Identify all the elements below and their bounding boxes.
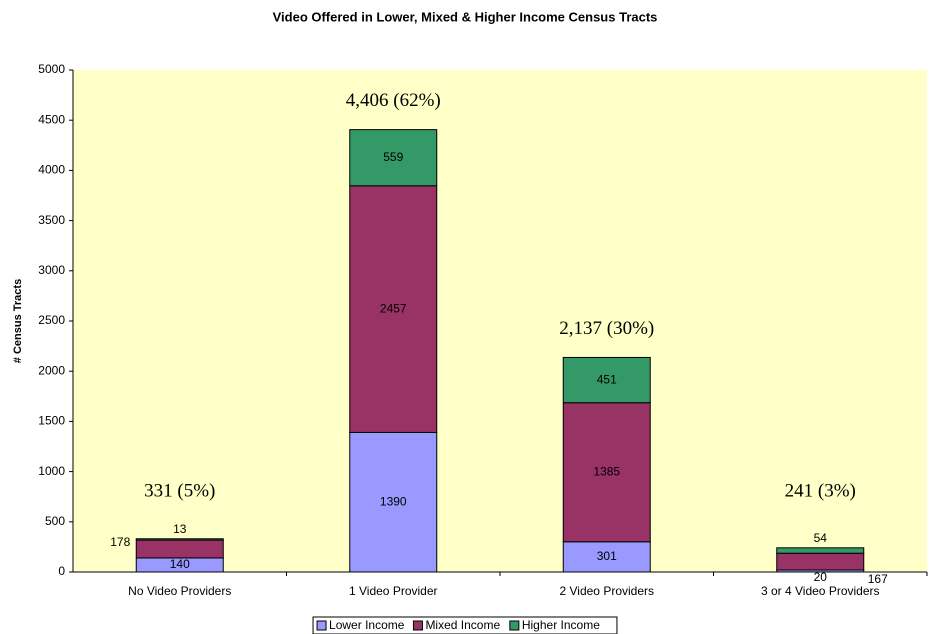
bar-segment (349, 185, 438, 433)
data-label: 140 (170, 557, 190, 571)
x-tick-label: 3 or 4 Video Providers (761, 584, 880, 598)
y-tick-label: 4000 (38, 163, 65, 177)
legend-label: Higher Income (522, 618, 600, 632)
y-tick-label: 1500 (38, 414, 65, 428)
bar-segment (349, 129, 438, 187)
y-tick-label: 2500 (38, 313, 65, 327)
data-label: 451 (597, 372, 617, 386)
data-label: 301 (597, 549, 617, 563)
data-label: 54 (814, 531, 828, 545)
y-tick-label: 2000 (38, 363, 65, 377)
bar-segment (135, 539, 224, 559)
y-tick-label: 5000 (38, 62, 65, 76)
bar-segment (135, 538, 224, 541)
total-label: 4,406 (62%) (346, 90, 441, 111)
chart-title: Video Offered in Lower, Mixed & Higher I… (273, 9, 658, 24)
bar-segment (349, 431, 438, 573)
legend: Lower Income Mixed Income Higher Income (312, 616, 618, 634)
y-tick-label: 500 (45, 514, 65, 528)
data-label: 178 (110, 535, 130, 549)
legend-swatch (509, 620, 520, 631)
bar-segment (562, 402, 651, 543)
y-tick-label: 3500 (38, 213, 65, 227)
x-tick-label: 1 Video Provider (349, 584, 438, 598)
legend-label: Mixed Income (425, 618, 500, 632)
total-label: 331 (5%) (144, 480, 215, 501)
legend-swatch (316, 620, 327, 631)
y-tick-label: 0 (58, 564, 65, 578)
legend-label: Lower Income (329, 618, 405, 632)
x-tick-label: 2 Video Providers (560, 584, 655, 598)
y-tick-label: 3000 (38, 263, 65, 277)
data-label: 20 (814, 570, 828, 584)
plot-area (73, 70, 927, 572)
data-label: 559 (383, 150, 403, 164)
legend-swatch (412, 620, 423, 631)
bar-segment (776, 547, 865, 554)
bar-segment (776, 552, 865, 571)
data-label: 2457 (380, 301, 407, 315)
x-tick-label: No Video Providers (128, 584, 231, 598)
legend-box (312, 616, 618, 634)
bar-segment (562, 356, 651, 404)
data-label: 13 (173, 522, 187, 536)
total-label: 241 (3%) (785, 480, 856, 501)
total-label: 2,137 (30%) (559, 318, 654, 339)
y-axis-title: # Census Tracts (12, 279, 24, 363)
y-tick-label: 1000 (38, 464, 65, 478)
data-label: 1385 (593, 464, 620, 478)
data-label: 167 (868, 572, 888, 586)
y-tick-label: 4500 (38, 112, 65, 126)
data-label: 1390 (380, 494, 407, 508)
